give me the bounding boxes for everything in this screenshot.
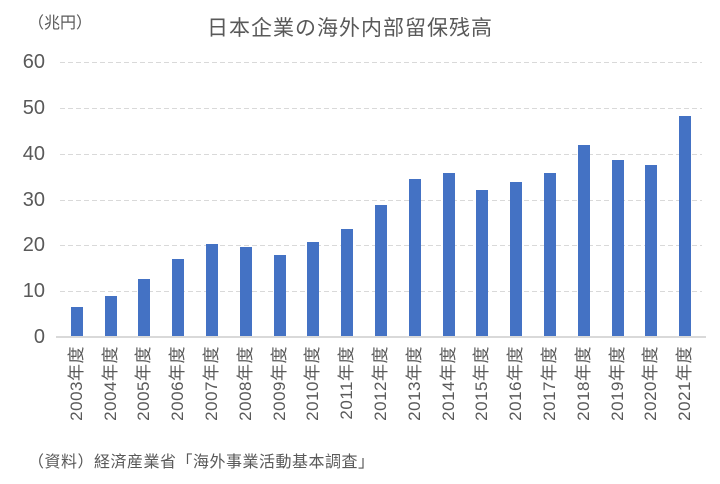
bar bbox=[273, 254, 286, 337]
plot-area bbox=[56, 62, 706, 338]
y-axis-tick-label: 50 bbox=[22, 96, 45, 119]
x-axis-label-cell: 2013年度 bbox=[398, 340, 432, 442]
x-axis-label: 2007年度 bbox=[202, 346, 222, 421]
x-axis-label-cell: 2016年度 bbox=[499, 340, 533, 442]
gridline bbox=[60, 153, 702, 155]
source-note: （資料）経済産業省「海外事業活動基本調査」 bbox=[28, 454, 375, 471]
bar bbox=[239, 247, 252, 337]
y-axis-tick-label: 30 bbox=[22, 188, 45, 211]
x-axis-label: 2018年度 bbox=[573, 346, 593, 421]
bar-cell bbox=[398, 178, 432, 337]
bar-cell bbox=[161, 258, 195, 337]
x-axis-label: 2014年度 bbox=[438, 346, 458, 421]
bar-cell bbox=[432, 172, 466, 337]
x-axis-label: 2012年度 bbox=[371, 346, 391, 421]
y-axis-tick-label: 60 bbox=[22, 51, 45, 73]
x-axis-label: 2015年度 bbox=[472, 346, 492, 421]
x-axis-label: 2011年度 bbox=[337, 346, 357, 420]
x-axis-label-cell: 2014年度 bbox=[432, 340, 466, 442]
x-axis-label-cell: 2019年度 bbox=[601, 340, 635, 442]
bar bbox=[476, 189, 489, 337]
x-axis-label-cell: 2015年度 bbox=[466, 340, 500, 442]
x-axis-label-cell: 2005年度 bbox=[128, 340, 162, 442]
bar bbox=[341, 228, 354, 337]
gridline bbox=[60, 62, 702, 63]
gridline bbox=[60, 107, 702, 109]
x-axis-label: 2021年度 bbox=[675, 346, 695, 421]
x-axis-label-cell: 2021年度 bbox=[668, 340, 702, 442]
bar bbox=[104, 296, 117, 337]
x-axis-label-cell: 2008年度 bbox=[229, 340, 263, 442]
bar-cell bbox=[229, 247, 263, 337]
bar-cell bbox=[567, 144, 601, 337]
bar-cell bbox=[635, 165, 669, 337]
bar bbox=[442, 172, 455, 337]
x-axis-label-cell: 2003年度 bbox=[60, 340, 94, 442]
x-axis-label-cell: 2017年度 bbox=[533, 340, 567, 442]
y-axis-tick-label: 40 bbox=[22, 142, 45, 165]
bar-cell bbox=[128, 279, 162, 337]
bar-cell bbox=[330, 228, 364, 337]
bar-cell bbox=[533, 173, 567, 337]
x-axis-label: 2013年度 bbox=[404, 346, 424, 421]
bar bbox=[206, 244, 219, 337]
x-axis-label-cell: 2012年度 bbox=[364, 340, 398, 442]
x-axis-label-cell: 2006年度 bbox=[161, 340, 195, 442]
gridline bbox=[60, 199, 702, 201]
bar bbox=[375, 205, 388, 337]
bar bbox=[645, 165, 658, 337]
x-axis-label: 2020年度 bbox=[641, 346, 661, 421]
x-axis-label-cell: 2004年度 bbox=[94, 340, 128, 442]
bar-cell bbox=[60, 307, 94, 337]
bar bbox=[679, 115, 692, 337]
bar bbox=[138, 279, 151, 337]
bar-cell bbox=[499, 182, 533, 337]
bar-cell bbox=[263, 254, 297, 337]
bar-cell bbox=[297, 241, 331, 337]
bar bbox=[408, 178, 421, 337]
x-axis-label-cell: 2018年度 bbox=[567, 340, 601, 442]
y-axis-tick-label: 20 bbox=[22, 234, 45, 257]
bars-container bbox=[60, 62, 702, 337]
bar bbox=[611, 160, 624, 337]
x-axis-label-cell: 2020年度 bbox=[635, 340, 669, 442]
bar bbox=[172, 258, 185, 337]
bar-cell bbox=[466, 189, 500, 337]
x-axis-label: 2016年度 bbox=[506, 346, 526, 421]
x-axis-label-cell: 2010年度 bbox=[297, 340, 331, 442]
x-axis-label: 2010年度 bbox=[303, 346, 323, 421]
x-axis-label: 2003年度 bbox=[66, 346, 86, 421]
bar-cell bbox=[195, 244, 229, 337]
x-axis-label: 2006年度 bbox=[168, 346, 188, 421]
x-axis-label: 2004年度 bbox=[100, 346, 120, 421]
x-axis-line bbox=[56, 336, 706, 338]
x-axis-label-cell: 2009年度 bbox=[263, 340, 297, 442]
x-axis-labels: 2003年度 2004年度 2005年度 2006年度 2007年度 2008年度 2009… bbox=[60, 340, 702, 442]
bar bbox=[510, 182, 523, 337]
y-axis-tick-label: 10 bbox=[22, 280, 45, 303]
y-axis-tick-labels: 0 10 20 30 40 50 60 bbox=[0, 51, 45, 348]
x-axis-label: 2008年度 bbox=[235, 346, 255, 421]
bar-cell bbox=[94, 296, 128, 337]
y-axis-unit-label: （兆円） bbox=[28, 15, 93, 32]
x-axis-label-cell: 2007年度 bbox=[195, 340, 229, 442]
bar-cell bbox=[668, 115, 702, 337]
bar bbox=[307, 241, 320, 337]
x-axis-label: 2019年度 bbox=[607, 346, 627, 421]
bar-cell bbox=[601, 160, 635, 337]
bar-cell bbox=[364, 205, 398, 337]
x-axis-label-cell: 2011年度 bbox=[330, 340, 364, 442]
bar bbox=[577, 144, 590, 337]
bar bbox=[544, 173, 557, 337]
x-axis-label: 2017年度 bbox=[540, 346, 560, 421]
y-axis-tick-label: 0 bbox=[33, 326, 45, 348]
bar bbox=[70, 307, 83, 337]
x-axis-label: 2005年度 bbox=[134, 346, 154, 421]
x-axis-label: 2009年度 bbox=[269, 346, 289, 421]
chart-title: 日本企業の海外内部留保残高 bbox=[207, 17, 493, 40]
